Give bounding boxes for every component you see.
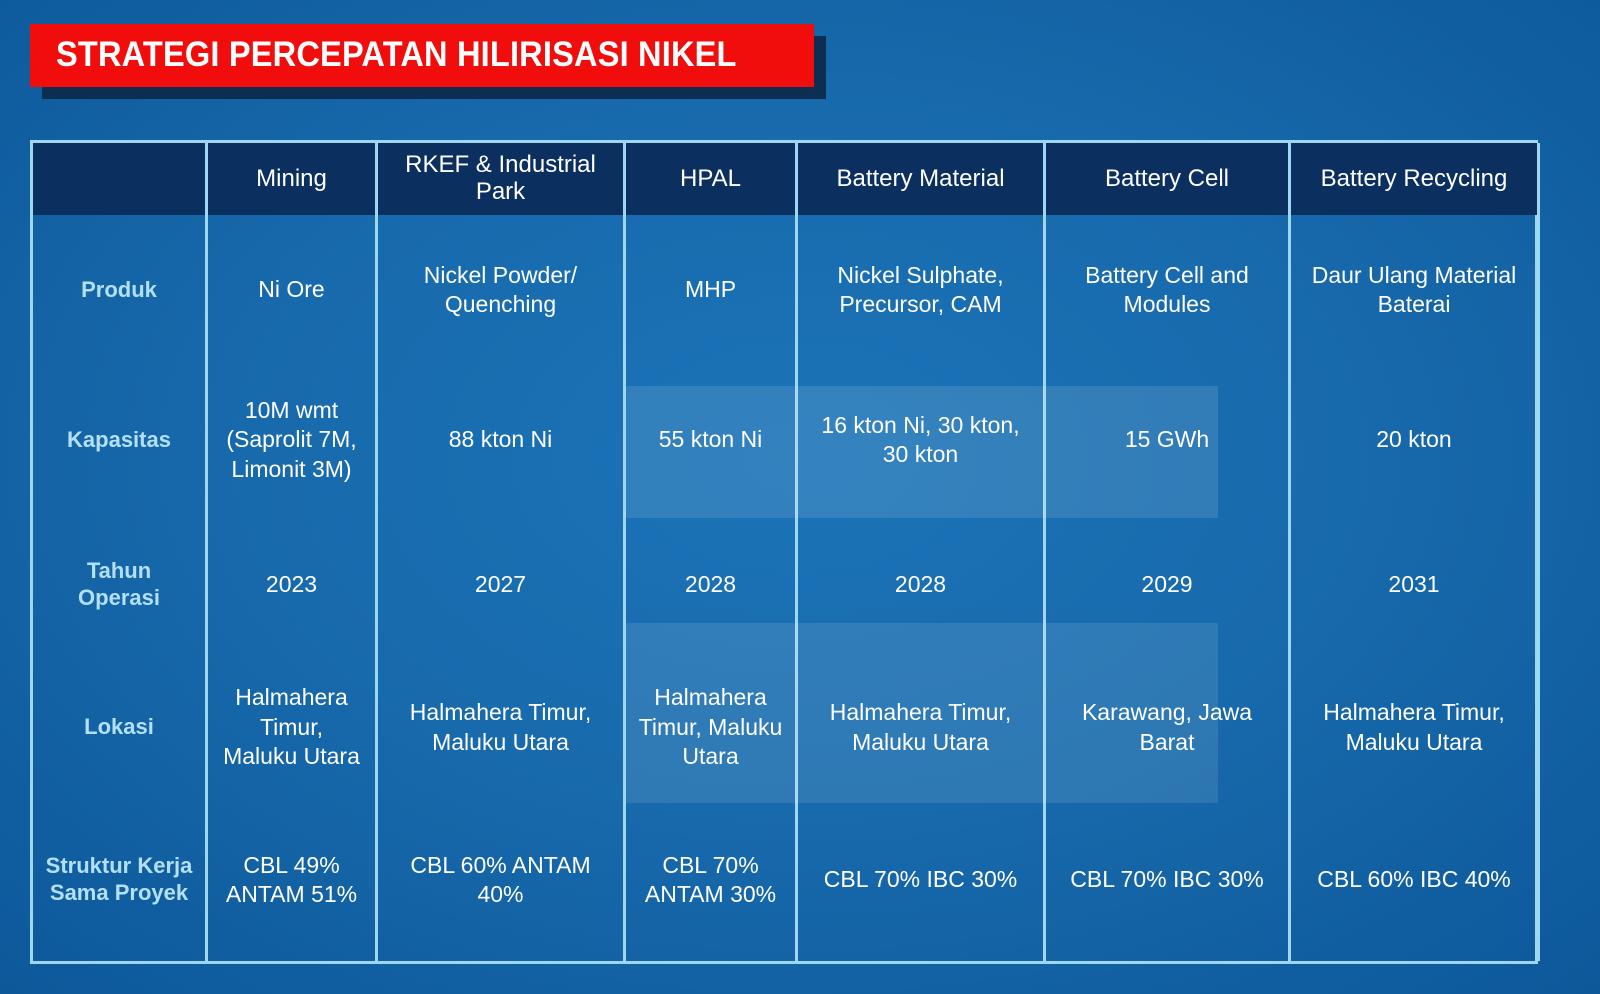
column-header-battery-material: Battery Material [798,143,1046,215]
strategy-table: Mining RKEF & Industrial Park HPAL Batte… [30,140,1540,964]
row-label-lokasi: Lokasi [84,714,154,740]
column-header-hpal: HPAL [626,143,798,215]
cell-lokasi-rkef: Halmahera Timur, Maluku Utara [409,699,592,755]
cell-lokasi-hpal: Halmahera Timur, Maluku Utara [638,684,783,770]
cell-produk-rkef: Nickel Powder/ Quenching [423,261,578,317]
column-header-mining: Mining [208,143,378,215]
cell-kapasitas-hpal: 55 kton Ni [658,426,763,453]
cell-lokasi-battery-recycling: Halmahera Timur, Maluku Utara [1323,699,1505,755]
title-banner: STRATEGI PERCEPATAN HILIRISASI NIKEL [30,24,826,99]
data-column-battery-material: Nickel Sulphate, Precursor, CAM 16 kton … [798,215,1046,961]
cell-struktur-battery-material: CBL 70% IBC 30% [823,866,1018,893]
row-label-tahun-operasi: Tahun Operasi [78,558,160,610]
cell-struktur-battery-recycling: CBL 60% IBC 40% [1317,866,1511,893]
cell-kapasitas-battery-material: 16 kton Ni, 30 kton, 30 kton [821,411,1020,467]
row-label-column: Produk Kapasitas Tahun Operasi Lokasi St… [33,215,208,961]
data-column-rkef-industrial-park: Nickel Powder/ Quenching 88 kton Ni 2027… [378,215,626,961]
title-banner-body: STRATEGI PERCEPATAN HILIRISASI NIKEL [30,24,814,87]
cell-lokasi-battery-material: Halmahera Timur, Maluku Utara [829,699,1012,755]
cell-struktur-mining: CBL 49% ANTAM 51% [225,851,358,907]
column-header-battery-recycling: Battery Recycling [1291,143,1540,215]
cell-lokasi-battery-cell: Karawang, Jawa Barat [1081,699,1253,755]
data-column-battery-cell: Battery Cell and Modules 15 GWh 2029 Kar… [1046,215,1291,961]
cell-tahun-operasi-mining: 2023 [265,571,318,598]
cell-produk-mining: Ni Ore [258,276,325,303]
table-grid: Mining RKEF & Industrial Park HPAL Batte… [33,143,1540,961]
cell-tahun-operasi-battery-cell: 2029 [1141,571,1193,598]
table-header-corner [33,143,208,215]
column-header-rkef-industrial-park: RKEF & Industrial Park [378,143,626,215]
cell-kapasitas-battery-cell: 15 GWh [1124,426,1210,453]
cell-tahun-operasi-battery-recycling: 2031 [1388,571,1440,598]
cell-produk-battery-cell: Battery Cell and Modules [1085,261,1249,317]
data-column-hpal: MHP 55 kton Ni 2028 Halmahera Timur, Mal… [626,215,798,961]
cell-produk-battery-recycling: Daur Ulang Material Baterai [1311,261,1517,317]
cell-kapasitas-battery-recycling: 20 kton [1376,426,1452,453]
cell-tahun-operasi-battery-material: 2028 [894,571,947,598]
cell-struktur-hpal: CBL 70% ANTAM 30% [644,851,777,907]
data-column-mining: Ni Ore 10M wmt (Saprolit 7M, Limonit 3M)… [208,215,378,961]
cell-produk-hpal: MHP [684,276,737,303]
cell-kapasitas-rkef: 88 kton Ni [448,426,553,453]
cell-tahun-operasi-hpal: 2028 [684,571,737,598]
page-title: STRATEGI PERCEPATAN HILIRISASI NIKEL [56,35,737,74]
cell-produk-battery-material: Nickel Sulphate, Precursor, CAM [837,261,1004,317]
row-label-struktur-kerja-sama-proyek: Struktur Kerja Sama Proyek [45,853,193,905]
cell-lokasi-mining: Halmahera Timur, Maluku Utara [223,684,360,770]
cell-struktur-battery-cell: CBL 70% IBC 30% [1070,866,1264,893]
cell-struktur-rkef: CBL 60% ANTAM 40% [410,851,591,907]
cell-tahun-operasi-rkef: 2027 [474,571,527,598]
data-column-battery-recycling: Daur Ulang Material Baterai 20 kton 2031… [1291,215,1540,961]
column-header-battery-cell: Battery Cell [1046,143,1291,215]
row-label-kapasitas: Kapasitas [67,426,171,452]
row-label-produk: Produk [81,276,157,302]
cell-kapasitas-mining: 10M wmt (Saprolit 7M, Limonit 3M) [226,396,357,482]
